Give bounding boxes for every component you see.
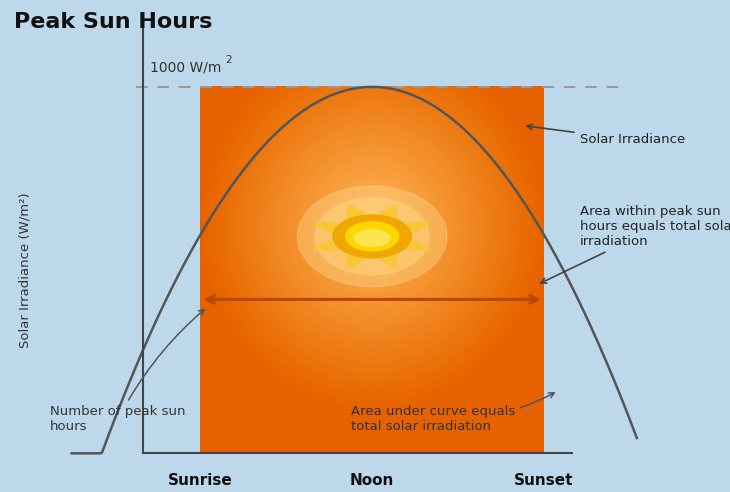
Text: Solar Irradiance (W/m²): Solar Irradiance (W/m²)	[19, 192, 31, 348]
Text: Sunset: Sunset	[514, 473, 574, 488]
Polygon shape	[407, 240, 430, 249]
Polygon shape	[380, 255, 396, 268]
Text: Area under curve equals
total solar irradiation: Area under curve equals total solar irra…	[350, 393, 554, 433]
Text: Peak Sun Hours: Peak Sun Hours	[15, 12, 213, 32]
Text: 2: 2	[226, 55, 232, 65]
Polygon shape	[380, 205, 396, 217]
Circle shape	[297, 186, 447, 287]
Ellipse shape	[355, 230, 390, 246]
Circle shape	[315, 198, 429, 275]
Ellipse shape	[345, 222, 399, 251]
Text: Solar Irradiance: Solar Irradiance	[527, 124, 685, 147]
Text: Noon: Noon	[350, 473, 394, 488]
Text: Number of peak sun
hours: Number of peak sun hours	[50, 309, 204, 433]
Polygon shape	[347, 205, 365, 217]
Polygon shape	[347, 255, 365, 268]
Ellipse shape	[333, 215, 412, 258]
Text: 1000 W/m: 1000 W/m	[150, 61, 222, 75]
Polygon shape	[407, 223, 430, 232]
Polygon shape	[314, 240, 337, 249]
Text: Area within peak sun
hours equals total solar
irradiation: Area within peak sun hours equals total …	[541, 205, 730, 283]
Text: Sunrise: Sunrise	[168, 473, 233, 488]
Polygon shape	[314, 223, 337, 232]
